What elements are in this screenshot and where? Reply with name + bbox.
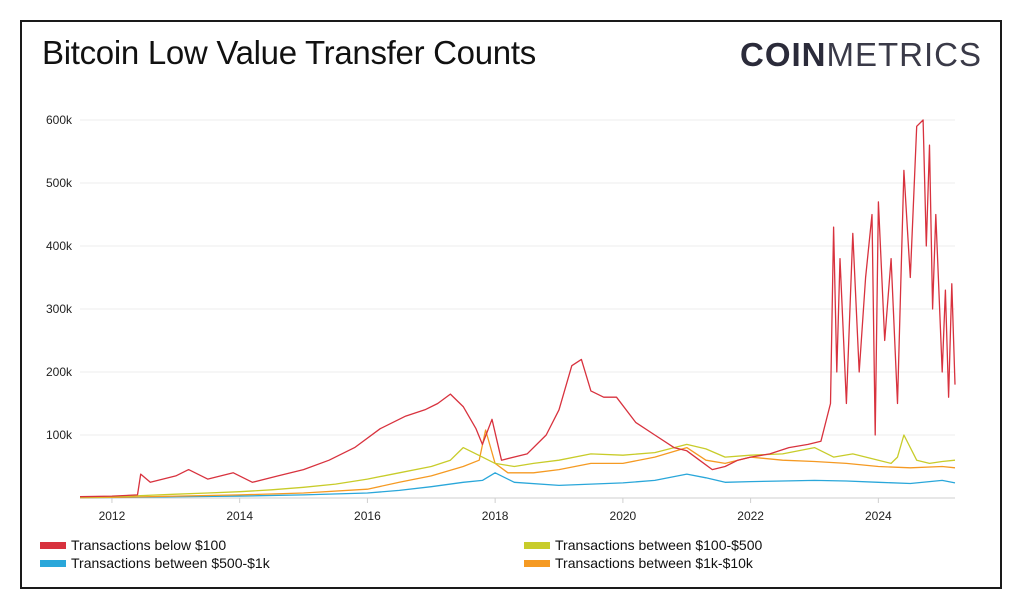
x-tick-label: 2020 [610,509,637,523]
legend-label-100-500: Transactions between $100-$500 [555,537,763,553]
legend-swatch-1k-10k [524,559,550,567]
legend-swatch-below-100 [40,541,66,549]
legend-swatch-100-500 [524,541,550,549]
legend-swatch-500-1k [40,559,66,567]
logo-light-text: METRICS [826,36,982,73]
series-500-1k-line [79,472,956,499]
y-tick-label: 400k [46,239,73,253]
coinmetrics-logo: COINMETRICS [740,36,982,74]
series-below-100-line [79,119,956,498]
y-tick-label: 300k [46,302,73,316]
y-tick-label: 200k [46,365,73,379]
legend-item-100-500: Transactions between $100-$500 [524,537,762,553]
x-tick-label: 2024 [865,509,892,523]
logo-bold-text: COIN [740,36,827,73]
y-tick-label: 500k [46,176,73,190]
y-tick-label: 600k [46,113,73,127]
legend-item-500-1k: Transactions between $500-$1k [40,555,270,571]
legend-label-below-100: Transactions below $100 [71,537,227,553]
x-tick-label: 2018 [482,509,509,523]
y-tick-label: 100k [46,428,73,442]
legend-label-1k-10k: Transactions between $1k-$10k [555,555,753,571]
series-1k-10k-line [79,429,956,499]
x-tick-label: 2014 [226,509,253,523]
chart-title: Bitcoin Low Value Transfer Counts [42,34,536,71]
x-tick-label: 2012 [99,509,126,523]
legend-item-below-100: Transactions below $100 [40,537,226,553]
x-tick-label: 2016 [354,509,381,523]
x-tick-label: 2022 [737,509,764,523]
legend-item-1k-10k: Transactions between $1k-$10k [524,555,753,571]
legend-label-500-1k: Transactions between $500-$1k [71,555,270,571]
series-100-500-line [79,434,956,499]
